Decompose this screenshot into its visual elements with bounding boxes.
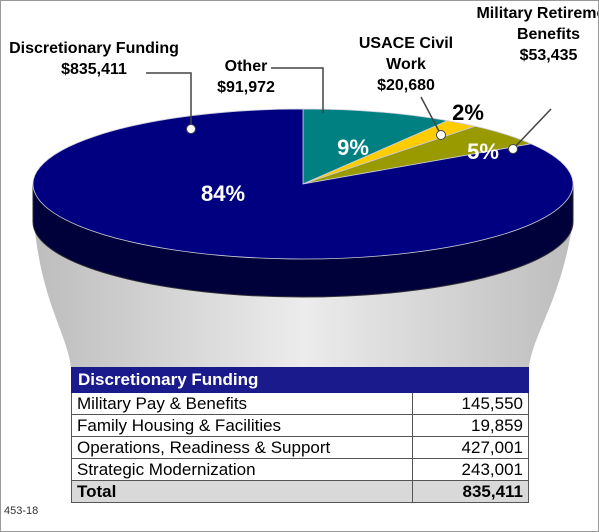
leader-line <box>512 108 552 150</box>
funding-table: Discretionary Funding Military Pay & Ben… <box>71 367 529 503</box>
leader-dot <box>508 144 518 154</box>
slice-label: Military Retirement Benefits $53,435 <box>476 3 598 66</box>
leader-dot <box>186 124 196 134</box>
pie-slice <box>32 108 574 260</box>
table-row: Family Housing & Facilities 19,859 <box>71 414 529 437</box>
pie-slice <box>302 108 450 185</box>
slice-name: Other <box>224 58 268 75</box>
slice-name: Military Retirement Benefits <box>476 5 598 43</box>
row-value: 427,001 <box>412 436 529 459</box>
row-value: 243,001 <box>412 458 529 481</box>
slice-amount: $835,411 <box>61 61 127 78</box>
slice-amount: $53,435 <box>519 47 578 64</box>
total-label: Total <box>71 480 413 503</box>
row-value: 145,550 <box>412 392 529 415</box>
slice-name: USACE Civil Work <box>358 35 454 73</box>
slice-amount: $20,680 <box>377 77 435 94</box>
total-value: 835,411 <box>412 480 529 503</box>
percent-label: 5% <box>467 139 499 164</box>
leader-line <box>271 67 324 113</box>
percent-label: 84% <box>201 181 245 206</box>
row-value: 19,859 <box>412 414 529 437</box>
table-row: Military Pay & Benefits 145,550 <box>71 392 529 415</box>
row-label: Family Housing & Facilities <box>71 414 413 437</box>
footer: 453-18 <box>4 505 39 517</box>
percent-label: 9% <box>337 135 369 160</box>
row-label: Operations, Readiness & Support <box>71 436 413 459</box>
slice-amount: $91,972 <box>217 79 275 96</box>
leader-dot <box>436 130 446 140</box>
slice-name: Discretionary Funding <box>9 40 179 57</box>
table-row: Operations, Readiness & Support 427,001 <box>71 436 529 459</box>
slice-label: Discretionary Funding $835,411 <box>9 38 179 80</box>
table-row: Strategic Modernization 243,001 <box>71 458 529 481</box>
slice-label: Other $91,972 <box>201 56 291 98</box>
percent-label: 2% <box>452 100 484 125</box>
table-header: Discretionary Funding <box>71 367 529 393</box>
leader-line <box>420 96 442 136</box>
leader-line <box>146 72 192 129</box>
slice-label: USACE Civil Work $20,680 <box>346 33 466 96</box>
row-label: Military Pay & Benefits <box>71 392 413 415</box>
row-label: Strategic Modernization <box>71 458 413 481</box>
